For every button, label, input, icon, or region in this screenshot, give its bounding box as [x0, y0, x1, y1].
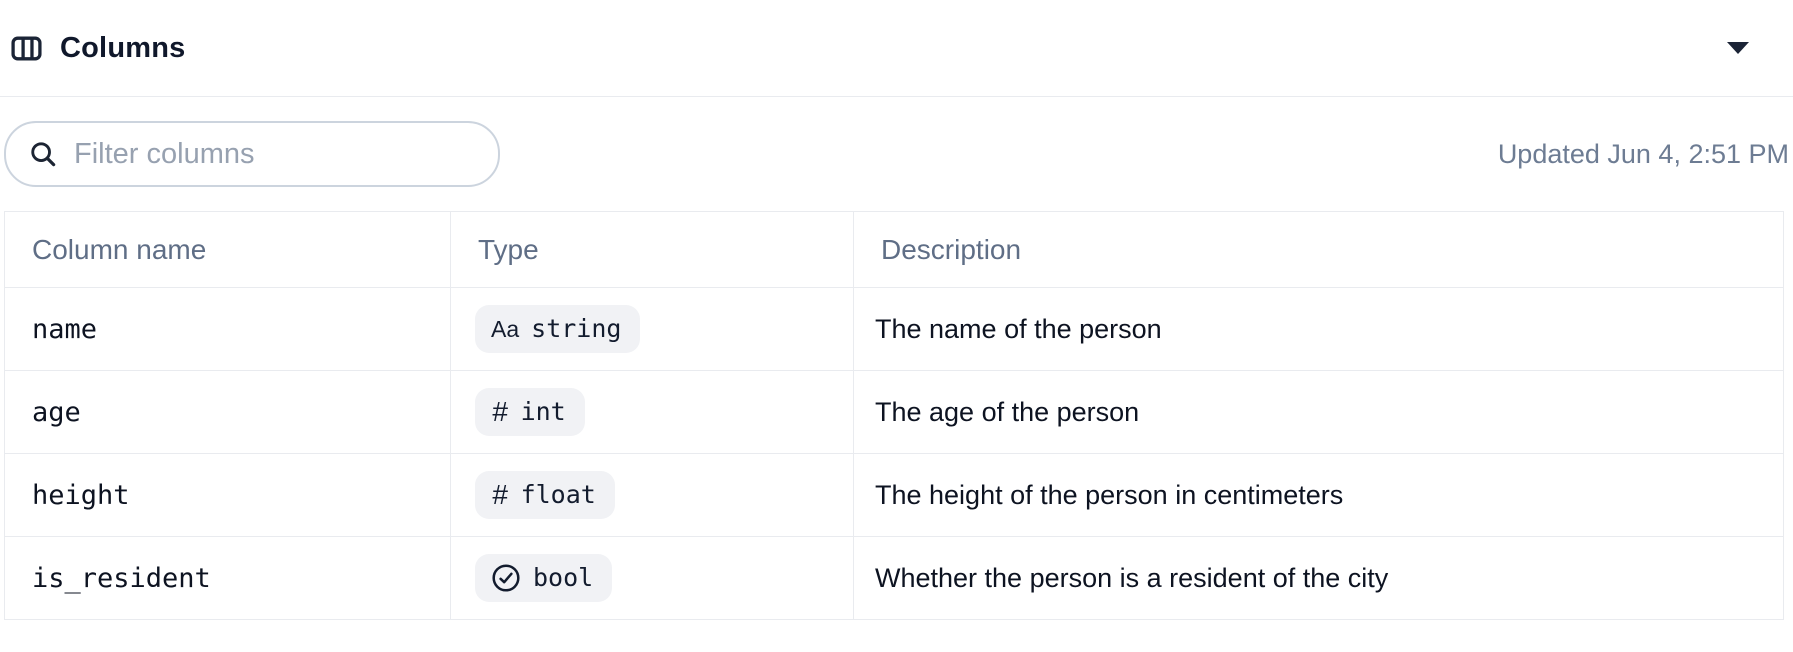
column-header-type: Type: [450, 211, 854, 288]
table-header: Column name Type Description: [4, 211, 1784, 288]
type-badge-label: int: [520, 397, 566, 426]
columns-table: Column name Type Description name Aa str…: [4, 211, 1784, 620]
type-badge: # float: [475, 471, 615, 519]
table-body: name Aa string The name of the person ag…: [4, 287, 1784, 620]
filter-columns-input[interactable]: [74, 137, 476, 171]
filter-columns-box[interactable]: [4, 121, 500, 187]
page-title: Columns: [60, 31, 186, 64]
table-row: name Aa string The name of the person: [4, 287, 1784, 371]
table-row: height # float The height of the person …: [4, 453, 1784, 537]
description-value: The height of the person in centimeters: [853, 453, 1784, 537]
column-header-description: Description: [853, 211, 1784, 288]
description-value: The age of the person: [853, 370, 1784, 454]
columns-icon: [11, 36, 42, 60]
circle-check-icon: [492, 564, 520, 592]
columns-section-header[interactable]: Columns: [0, 0, 1793, 97]
column-name-value: name: [4, 287, 451, 371]
table-toolbar: Updated Jun 4, 2:51 PM: [0, 97, 1793, 211]
type-badge: bool: [475, 554, 613, 602]
type-badge: # int: [475, 388, 585, 436]
type-badge: Aa string: [475, 305, 641, 353]
description-value: Whether the person is a resident of the …: [853, 536, 1784, 620]
column-name-value: height: [4, 453, 451, 537]
type-icon-glyph: Aa: [491, 315, 520, 342]
type-badge-label: bool: [533, 563, 594, 592]
type-badge-label: string: [531, 314, 622, 343]
table-row: age # int The age of the person: [4, 370, 1784, 454]
column-name-value: is_resident: [4, 536, 451, 620]
collapse-section-button[interactable]: [1721, 36, 1755, 60]
description-value: The name of the person: [853, 287, 1784, 371]
type-icon-glyph: #: [492, 396, 508, 427]
search-icon: [31, 142, 56, 167]
type-icon-glyph: #: [492, 479, 508, 510]
caret-down-icon: [1727, 42, 1749, 54]
column-name-value: age: [4, 370, 451, 454]
updated-timestamp: Updated Jun 4, 2:51 PM: [1497, 138, 1789, 169]
type-badge-label: float: [520, 480, 596, 509]
column-header-name: Column name: [4, 211, 451, 288]
table-row: is_resident bool Whether the person is a…: [4, 536, 1784, 620]
